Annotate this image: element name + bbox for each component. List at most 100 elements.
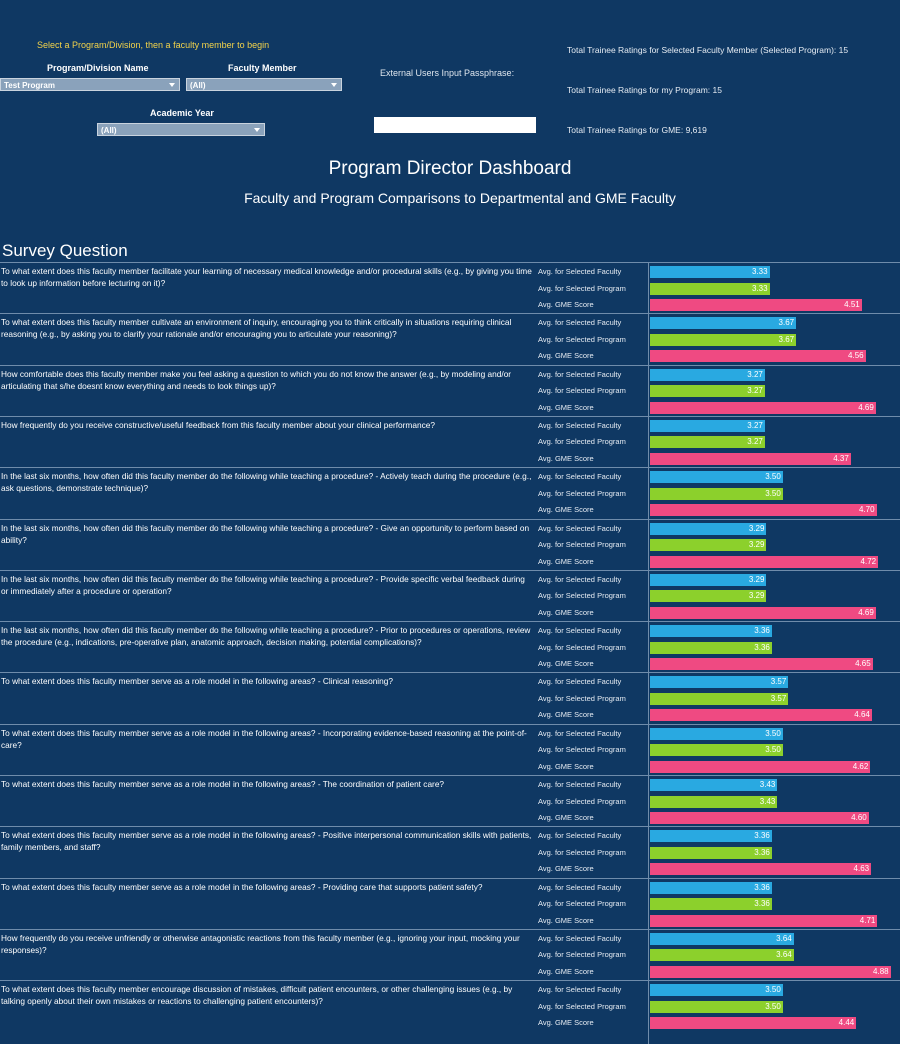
bar: 3.50 — [650, 487, 783, 500]
bar: 3.29 — [650, 573, 767, 586]
question-text: To what extent does this faculty member … — [1, 727, 527, 750]
question-text: In the last six months, how often did th… — [1, 573, 525, 596]
question-row: To what extent does this faculty member … — [0, 980, 900, 1031]
value-label: 3.27 — [747, 386, 763, 396]
measure-label: Avg. GME Score — [538, 864, 594, 874]
column-divider — [648, 262, 649, 1044]
value-label: 4.64 — [854, 710, 870, 720]
value-label: 3.50 — [765, 985, 781, 995]
value-label: 4.72 — [860, 556, 877, 566]
value-label: 3.43 — [759, 780, 776, 789]
question-text: To what extent does this faculty member … — [1, 676, 393, 687]
question-text: How frequently do you receive unfriendly… — [1, 932, 520, 955]
measure-label: Avg. for Selected Program — [538, 847, 626, 857]
passphrase-input[interactable] — [374, 117, 536, 133]
question-row: How frequently do you receive unfriendly… — [0, 928, 900, 980]
value-label: 4.44 — [838, 1018, 855, 1028]
measure-label: Avg. for Selected Faculty — [538, 933, 622, 943]
measure-label: Avg. for Selected Faculty — [538, 369, 622, 379]
bar: 4.62 — [650, 760, 871, 773]
bar: 3.27 — [650, 419, 765, 432]
value-label: 4.62 — [852, 761, 869, 771]
measure-label: Avg. for Selected Faculty — [538, 472, 622, 482]
measure-label: Avg. for Selected Faculty — [538, 318, 622, 328]
value-label: 4.69 — [858, 402, 874, 412]
measure-label: Avg. GME Score — [538, 761, 594, 771]
program-dropdown[interactable]: Test Program — [0, 78, 180, 91]
value-label: 3.29 — [748, 523, 765, 533]
value-label: 4.51 — [844, 300, 860, 309]
question-row: To what extent does this faculty member … — [0, 313, 900, 364]
bar: 4.51 — [650, 299, 862, 311]
bar: 3.57 — [650, 676, 789, 689]
value-label: 3.33 — [751, 283, 768, 293]
question-text: In the last six months, how often did th… — [1, 625, 531, 648]
stat: Total Trainee Ratings for my Program: 15 — [567, 85, 722, 95]
stat: Total Trainee Ratings for Selected Facul… — [567, 45, 849, 55]
question-text: To what extent does this faculty member … — [1, 266, 532, 288]
value-label: 3.27 — [747, 369, 763, 379]
value-label: 4.70 — [858, 505, 875, 515]
value-label: 3.29 — [748, 591, 765, 601]
bar: 4.56 — [650, 350, 866, 363]
measure-label: Avg. GME Score — [538, 402, 594, 412]
bar: 3.29 — [650, 539, 767, 551]
faculty-dropdown[interactable]: (All) — [186, 78, 342, 91]
measure-label: Avg. GME Score — [538, 505, 594, 515]
bar: 4.71 — [650, 914, 878, 927]
bar: 3.57 — [650, 692, 789, 705]
measure-label: Avg. for Selected Program — [538, 283, 626, 293]
bar: 4.70 — [650, 504, 877, 517]
measure-label: Avg. for Selected Program — [538, 693, 626, 703]
question-text: To what extent does this faculty member … — [1, 984, 513, 1007]
value-label: 4.60 — [851, 813, 867, 822]
year-dropdown[interactable]: (All) — [97, 123, 265, 136]
subtitle: Faculty and Program Comparisons to Depar… — [244, 190, 676, 206]
value-label: 3.50 — [765, 488, 781, 498]
bar: 4.64 — [650, 709, 872, 722]
measure-label: Avg. for Selected Faculty — [538, 985, 622, 995]
question-row: In the last six months, how often did th… — [0, 467, 900, 518]
bar: 4.60 — [650, 812, 869, 824]
bar: 3.43 — [650, 795, 778, 808]
measure-label: Avg. GME Score — [538, 710, 594, 720]
measure-label: Avg. GME Score — [538, 1018, 594, 1028]
measure-label: Avg. for Selected Program — [538, 1001, 626, 1011]
question-text: In the last six months, how often did th… — [1, 471, 532, 494]
question-text: To what extent does this faculty member … — [1, 881, 483, 892]
question-row: In the last six months, how often did th… — [0, 518, 900, 570]
instruction: Select a Program/Division, then a facult… — [37, 40, 270, 50]
measure-label: Avg. for Selected Program — [538, 488, 626, 498]
measure-label: Avg. for Selected Faculty — [538, 523, 622, 533]
value-label: 3.50 — [765, 1001, 781, 1011]
question-row: To what extent does this faculty member … — [0, 672, 900, 723]
value-label: 3.33 — [751, 267, 768, 276]
value-label: 3.50 — [765, 745, 781, 755]
year-label: Academic Year — [150, 108, 214, 118]
bar: 4.63 — [650, 863, 872, 876]
bar: 3.64 — [650, 932, 794, 945]
bar: 3.36 — [650, 846, 772, 859]
stat: Total Trainee Ratings for GME: 9,619 — [567, 125, 707, 135]
bar: 3.50 — [650, 1000, 783, 1013]
question-row: To what extent does this faculty member … — [0, 826, 900, 877]
value-label: 3.36 — [754, 642, 770, 652]
measure-label: Avg. GME Score — [538, 453, 594, 463]
question-row: How frequently do you receive constructi… — [0, 415, 900, 467]
measure-label: Avg. for Selected Faculty — [538, 780, 622, 789]
measure-label: Avg. for Selected Program — [538, 950, 626, 960]
measure-label: Avg. for Selected Faculty — [538, 626, 622, 636]
measure-label: Avg. GME Score — [538, 915, 594, 925]
value-label: 3.29 — [748, 540, 765, 549]
measure-label: Avg. for Selected Program — [538, 386, 626, 396]
question-text: How comfortable does this faculty member… — [1, 368, 512, 391]
value-label: 3.67 — [778, 334, 795, 344]
bar: 3.36 — [650, 625, 772, 638]
bar: 3.64 — [650, 949, 794, 962]
bar: 3.36 — [650, 898, 772, 911]
question-text: To what extent does this faculty member … — [1, 779, 445, 789]
measure-label: Avg. for Selected Program — [538, 334, 626, 344]
bar: 4.69 — [650, 401, 876, 414]
title: Program Director Dashboard — [328, 158, 572, 179]
bar: 4.72 — [650, 555, 879, 568]
